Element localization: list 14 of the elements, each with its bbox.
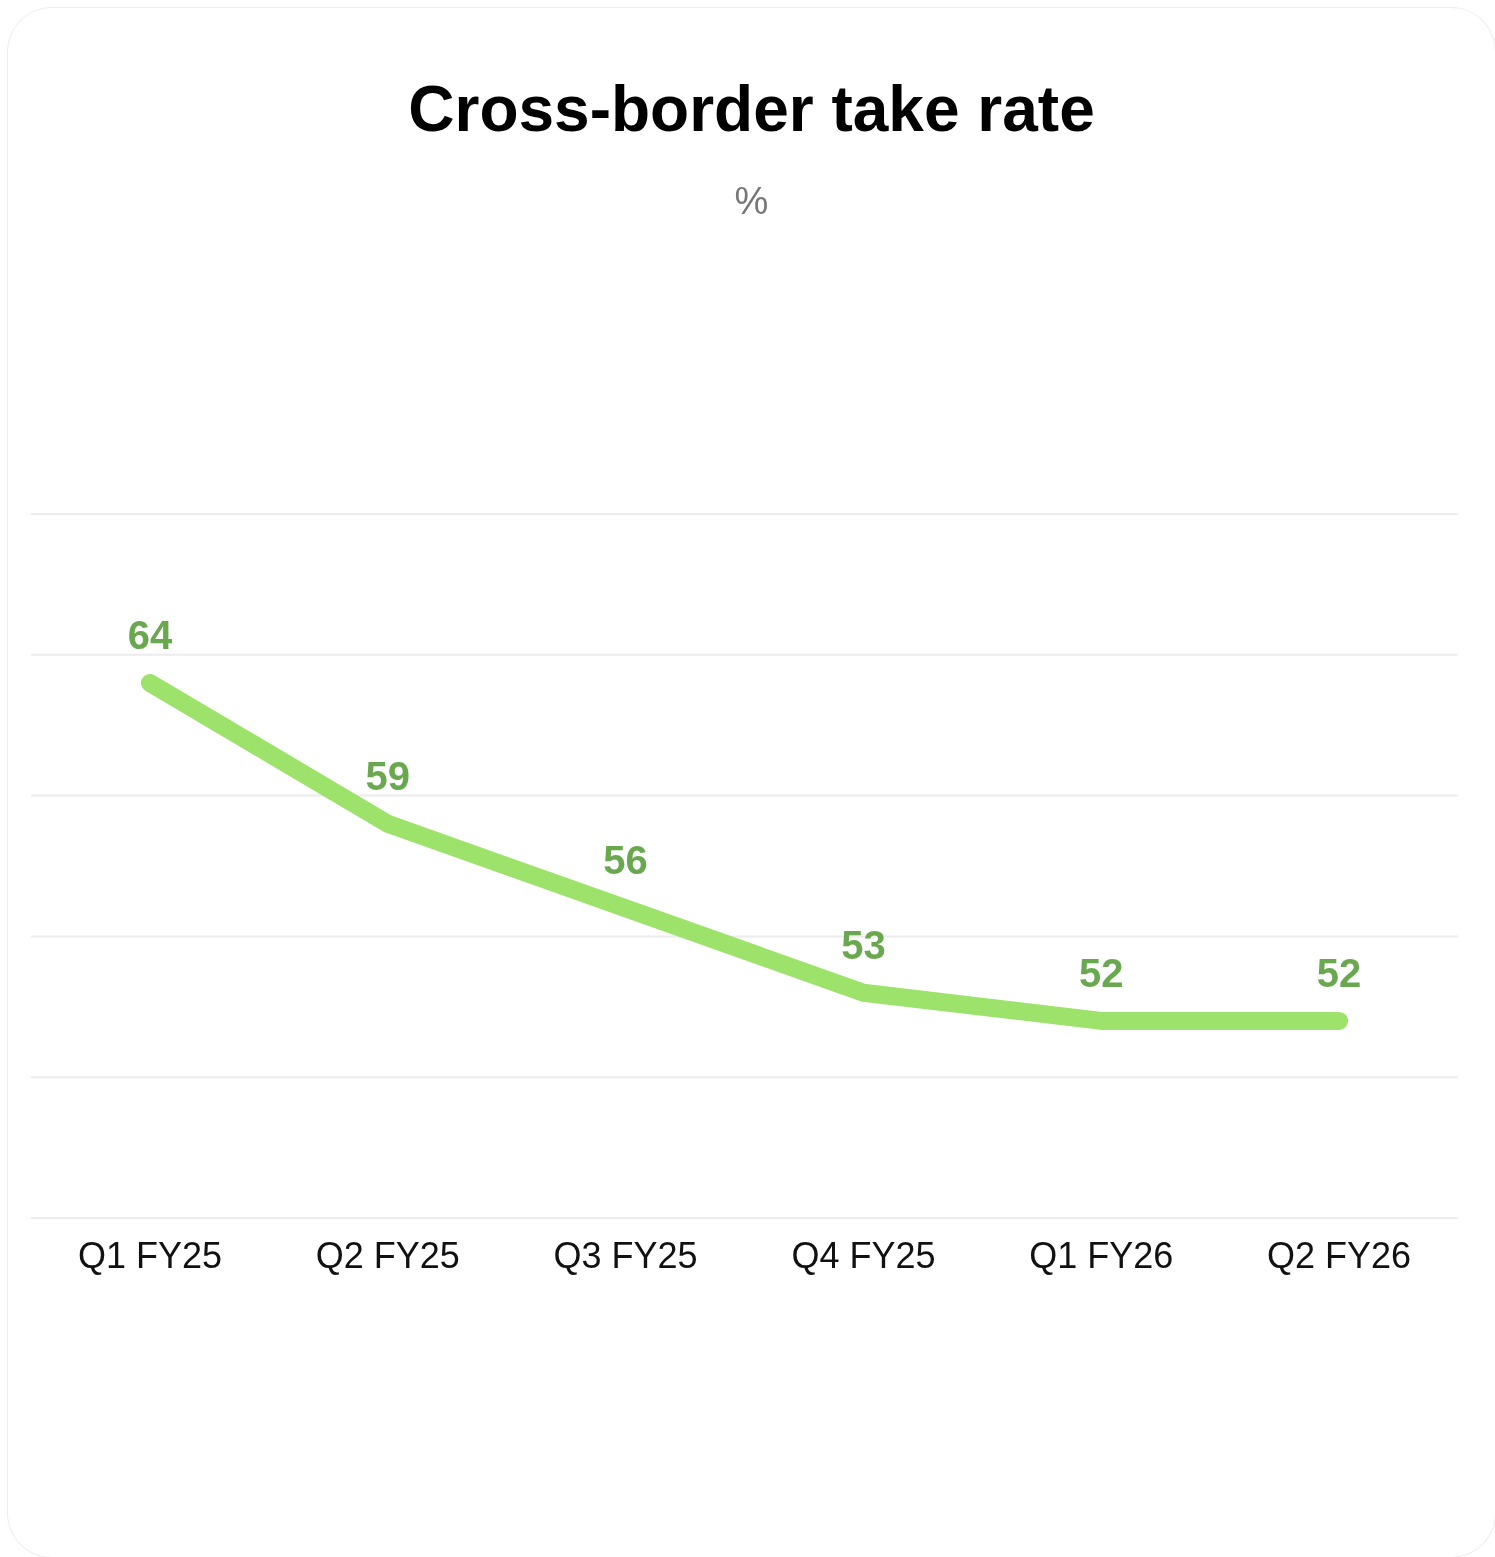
chart-title: Cross-border take rate [407, 72, 1096, 146]
chart-subtitle: % [733, 180, 770, 223]
data-label: 64 [127, 612, 173, 657]
data-label: 56 [603, 838, 648, 883]
x-tick-label: Q2 FY25 [315, 1234, 460, 1276]
data-label: 52 [1316, 950, 1362, 995]
data-label: 52 [1079, 950, 1124, 995]
x-tick-label: Q2 FY26 [1267, 1234, 1412, 1276]
x-tick-label: Q3 FY25 [553, 1234, 698, 1276]
x-tick-label: Q1 FY26 [1029, 1234, 1174, 1276]
data-label: 53 [841, 922, 886, 967]
x-tick-label: Q4 FY25 [791, 1234, 936, 1276]
x-tick-label: Q1 FY25 [77, 1234, 222, 1276]
data-label: 59 [365, 753, 410, 798]
